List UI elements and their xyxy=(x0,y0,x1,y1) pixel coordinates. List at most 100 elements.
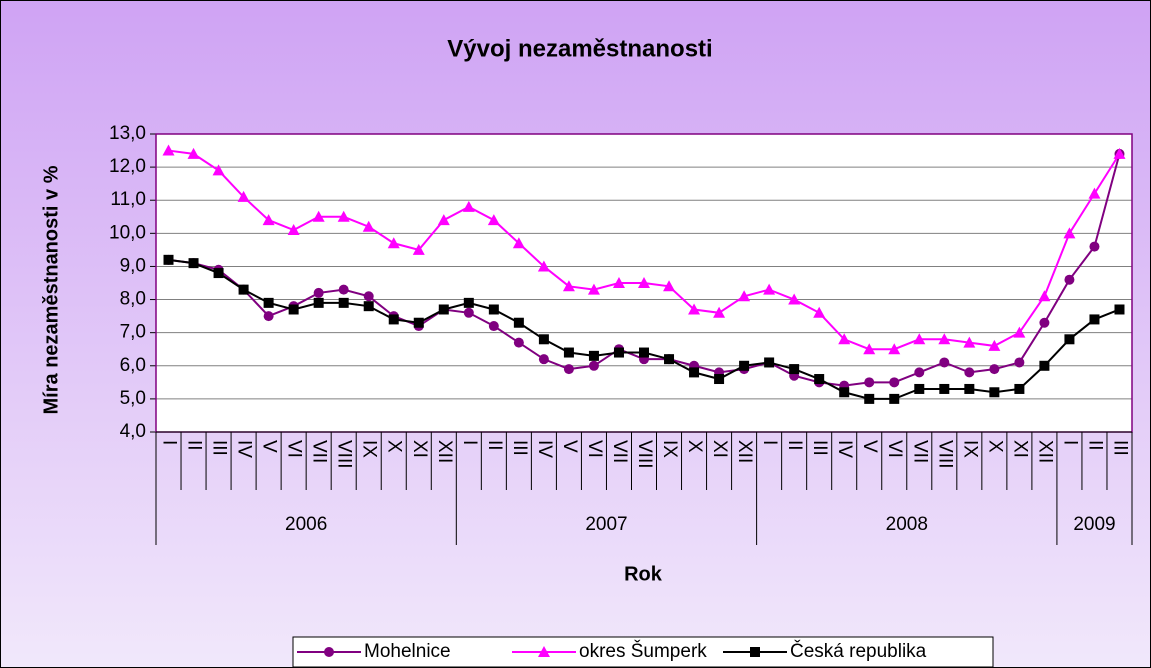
marker xyxy=(639,347,649,358)
marker xyxy=(312,210,325,222)
x-tick-label: X xyxy=(384,440,405,453)
marker xyxy=(750,647,760,657)
marker xyxy=(914,367,925,378)
x-tick-label: III xyxy=(209,440,230,456)
marker xyxy=(864,393,875,404)
marker xyxy=(488,321,499,332)
x-tick-label: III xyxy=(1109,440,1130,456)
marker xyxy=(212,164,225,176)
marker xyxy=(488,304,499,315)
marker xyxy=(537,260,550,272)
marker xyxy=(664,354,675,365)
marker xyxy=(438,304,449,315)
marker xyxy=(613,347,624,358)
marker xyxy=(513,317,524,328)
marker xyxy=(914,383,925,394)
x-tick-label: IX xyxy=(659,440,680,458)
marker xyxy=(213,268,224,279)
x-group-label: 2006 xyxy=(285,514,327,535)
x-tick-label: II xyxy=(484,440,505,451)
x-tick-label: X xyxy=(984,440,1005,453)
y-tick-label: 11,0 xyxy=(110,189,146,210)
marker xyxy=(938,333,951,345)
x-group-label: 2009 xyxy=(1073,514,1115,535)
marker xyxy=(463,307,474,318)
x-tick-label: XI xyxy=(709,440,730,458)
x-tick-label: XII xyxy=(1034,440,1055,463)
x-tick-label: VII xyxy=(309,440,330,463)
marker xyxy=(764,357,775,368)
legend-label: Mohelnice xyxy=(364,641,451,662)
x-tick-label: VIII xyxy=(334,440,355,469)
marker xyxy=(988,339,1001,351)
marker xyxy=(562,280,575,292)
marker xyxy=(363,291,374,302)
x-tick-label: IV xyxy=(234,440,255,458)
marker xyxy=(612,277,625,288)
marker xyxy=(889,393,900,404)
marker xyxy=(313,297,324,308)
legend-box xyxy=(292,636,994,668)
x-tick-label: I xyxy=(1059,440,1080,445)
marker xyxy=(963,336,976,348)
marker xyxy=(689,367,700,378)
x-tick-label: VI xyxy=(284,440,305,458)
x-group-label: 2008 xyxy=(886,514,928,535)
marker xyxy=(462,200,475,212)
x-tick-label: IV xyxy=(834,440,855,458)
marker xyxy=(262,214,275,226)
marker xyxy=(162,144,175,156)
marker xyxy=(814,374,825,385)
marker xyxy=(1013,326,1026,338)
x-tick-label: IX xyxy=(959,440,980,458)
x-axis-label: Rok xyxy=(624,563,663,585)
marker xyxy=(939,357,950,368)
x-tick-label: XI xyxy=(409,440,430,458)
y-tick-label: 5,0 xyxy=(120,388,146,409)
x-tick-label: XII xyxy=(734,440,755,463)
marker xyxy=(1039,360,1050,371)
x-tick-label: VIII xyxy=(634,440,655,469)
marker xyxy=(413,317,424,328)
x-tick-label: III xyxy=(809,440,830,456)
marker xyxy=(913,333,926,345)
marker xyxy=(237,190,250,202)
marker xyxy=(163,254,174,265)
marker xyxy=(338,297,349,308)
marker xyxy=(313,287,324,298)
x-tick-label: VII xyxy=(609,440,630,463)
x-tick-label: I xyxy=(459,440,480,445)
marker xyxy=(263,297,274,308)
y-tick-label: 8,0 xyxy=(120,289,146,310)
marker xyxy=(1089,314,1100,325)
marker xyxy=(437,214,450,226)
marker xyxy=(588,360,599,371)
marker xyxy=(1039,317,1050,328)
marker xyxy=(1014,383,1025,394)
y-tick-label: 9,0 xyxy=(120,255,146,276)
marker xyxy=(588,350,599,361)
y-axis-label: Míra nezaměstnanosti v % xyxy=(40,165,62,414)
x-tick-label: III xyxy=(509,440,530,456)
x-tick-label: XII xyxy=(434,440,455,463)
y-tick-label: 4,0 xyxy=(120,421,146,442)
x-tick-label: I xyxy=(158,440,179,445)
x-tick-label: VIII xyxy=(934,440,955,469)
marker xyxy=(713,306,726,318)
marker xyxy=(789,364,800,375)
marker xyxy=(989,387,1000,398)
y-tick-label: 10,0 xyxy=(109,222,146,243)
marker xyxy=(763,283,776,295)
x-tick-label: IV xyxy=(534,440,555,458)
marker xyxy=(738,290,751,302)
marker xyxy=(688,303,701,315)
marker xyxy=(388,314,399,325)
marker xyxy=(538,334,549,345)
marker xyxy=(1064,274,1075,285)
marker xyxy=(288,304,299,315)
x-tick-label: VII xyxy=(909,440,930,463)
chart-title: Vývoj nezaměstnanosti xyxy=(447,35,712,62)
marker xyxy=(188,258,199,269)
